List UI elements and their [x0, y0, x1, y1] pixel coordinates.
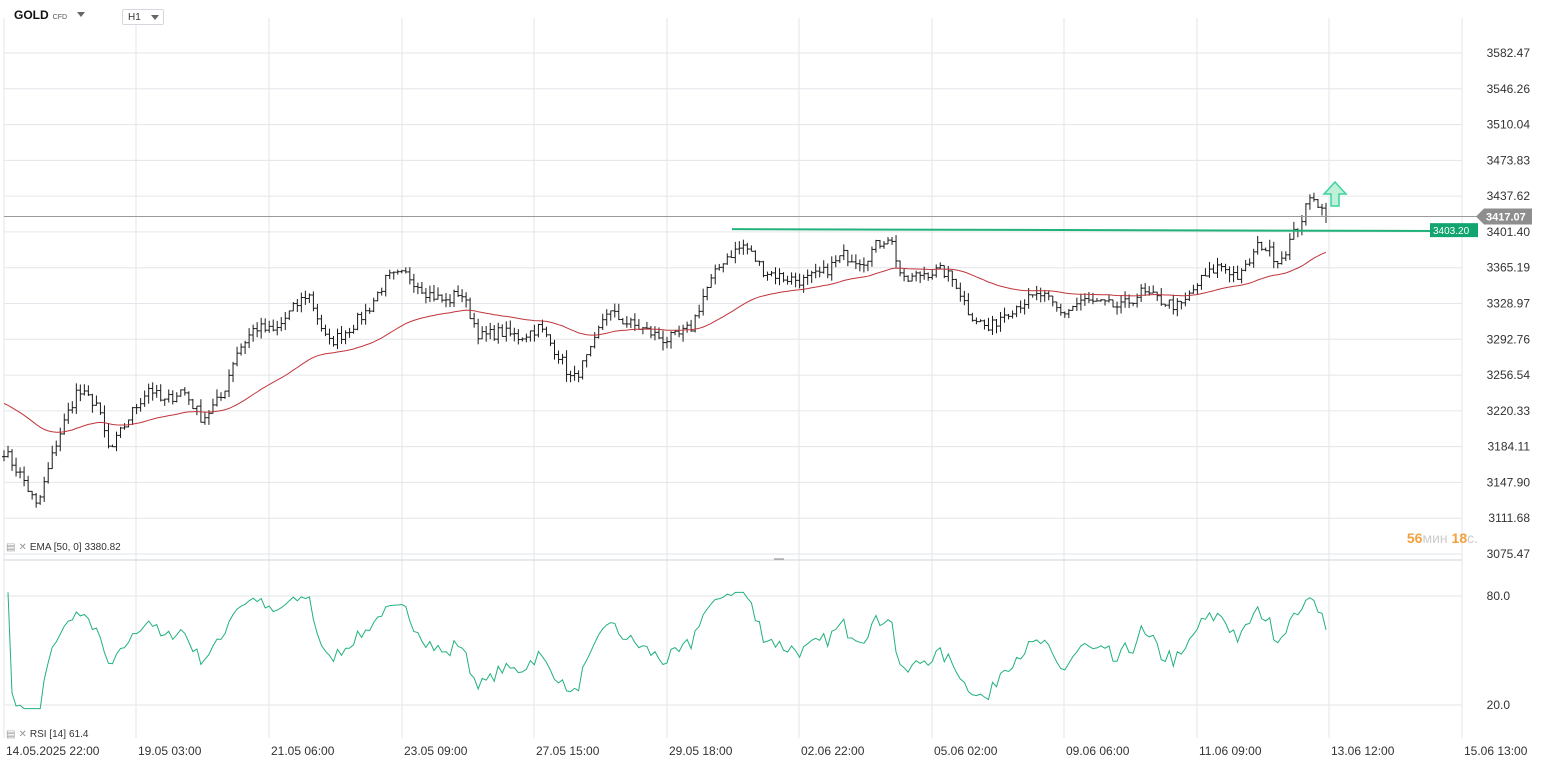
time-tick-label: 13.06 12:00	[1331, 744, 1395, 758]
rsi-label: RSI [14]	[29, 729, 66, 740]
indicator-settings-icon[interactable]: ▤	[6, 729, 16, 740]
chevron-down-icon	[151, 15, 159, 20]
chart-grid	[3, 18, 1463, 738]
candle-countdown: 56мин 18с.	[1407, 530, 1478, 546]
ema-label: EMA [50, 0]	[29, 542, 82, 553]
timer-min-unit: мин	[1422, 530, 1448, 546]
timer-minutes: 56	[1406, 530, 1423, 546]
remove-indicator-icon[interactable]: ✕	[18, 729, 27, 740]
support-line[interactable]	[731, 228, 1479, 233]
time-tick-label: 14.05.2025 22:00	[6, 744, 100, 758]
chevron-down-icon[interactable]	[77, 12, 86, 17]
price-tick-label: 3256.54	[1487, 368, 1531, 382]
time-tick-label: 11.06 09:00	[1199, 744, 1262, 758]
price-tick-label: 3147.90	[1487, 475, 1531, 489]
time-tick-label: 15.06 13:00	[1464, 744, 1528, 758]
price-tick-label: 3184.11	[1488, 440, 1531, 454]
ohlc-bars	[2, 192, 1328, 508]
timer-sec-unit: с.	[1467, 530, 1478, 546]
rsi-line	[7, 591, 1327, 710]
ema-value: 3380.82	[84, 542, 121, 553]
ema-legend: ▤ ✕ EMA [50, 0] 3380.82	[6, 542, 121, 553]
price-tick-label: 3582.47	[1487, 46, 1531, 60]
up-arrow-shape	[1322, 180, 1348, 207]
time-tick-label: 05.06 02:00	[934, 744, 998, 758]
price-tick-label: 3510.04	[1487, 118, 1531, 132]
time-axis[interactable]: 14.05.2025 22:00 19.05 03:00 21.05 06:00 23…	[6, 744, 1528, 758]
time-tick-label: 09.06 06:00	[1066, 744, 1130, 758]
price-tick-label: 3292.76	[1487, 332, 1531, 346]
price-tick-label: 3075.47	[1487, 547, 1531, 561]
chart-toolbar: GOLD CFD H1	[0, 0, 400, 32]
symbol-name: GOLD	[14, 8, 49, 22]
price-tick-label: 3546.26	[1487, 82, 1531, 96]
support-level-text: 3403.20	[1433, 226, 1470, 237]
time-tick-label: 02.06 22:00	[801, 744, 865, 758]
price-tick-label: 3220.33	[1487, 404, 1531, 418]
rsi-tick-label: 20.0	[1487, 698, 1511, 712]
price-tick-label: 3111.68	[1488, 511, 1530, 525]
timer-seconds: 18	[1451, 530, 1468, 546]
price-tick-label: 3401.40	[1487, 225, 1531, 239]
symbol-type: CFD	[52, 14, 68, 21]
timeframe-value: H1	[128, 12, 141, 23]
price-tick-label: 3365.19	[1487, 261, 1531, 275]
price-tick-label: 3437.62	[1487, 189, 1531, 203]
up-arrow-icon	[1322, 180, 1348, 207]
indicator-settings-icon[interactable]: ▤	[6, 542, 16, 553]
time-tick-label: 21.05 06:00	[271, 744, 335, 758]
time-tick-label: 23.05 09:00	[404, 744, 468, 758]
price-tick-label: 3328.97	[1487, 297, 1531, 311]
rsi-value: 61.4	[68, 729, 89, 740]
symbol-selector[interactable]: GOLD CFD	[14, 8, 86, 22]
last-price-label: 3417.07	[1476, 208, 1532, 225]
price-axis[interactable]: 3582.47 3546.26 3510.04 3473.83 3437.62 3401.…	[1487, 46, 1531, 561]
rsi-tick-label: 80.0	[1487, 589, 1511, 603]
last-price-text: 3417.07	[1486, 211, 1526, 223]
price-tick-label: 3473.83	[1487, 153, 1531, 167]
time-tick-label: 29.05 18:00	[669, 744, 733, 758]
remove-indicator-icon[interactable]: ✕	[18, 542, 27, 553]
rsi-axis: 80.0 20.0	[1487, 589, 1511, 712]
rsi-legend: ▤ ✕ RSI [14] 61.4	[6, 729, 88, 740]
ema-line	[3, 251, 1327, 433]
time-tick-label: 19.05 03:00	[138, 744, 202, 758]
time-tick-label: 27.05 15:00	[536, 744, 600, 758]
timeframe-selector[interactable]: H1	[122, 9, 164, 25]
support-level-label: 3403.20	[1430, 223, 1478, 238]
